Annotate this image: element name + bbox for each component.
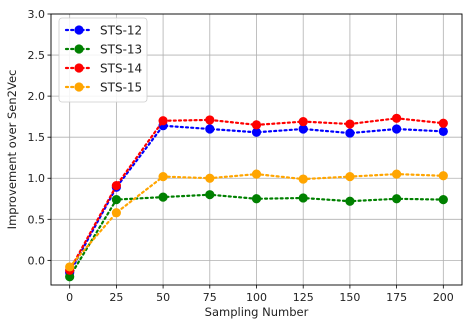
- y-tick-label: 0.5: [28, 213, 46, 226]
- data-point: [298, 124, 308, 134]
- data-point: [158, 172, 168, 182]
- data-point: [345, 119, 355, 129]
- x-axis-label: Sampling Number: [205, 305, 309, 319]
- series-sts-15: [65, 169, 448, 272]
- data-point: [251, 127, 262, 137]
- legend-marker: [74, 82, 84, 92]
- data-point: [298, 116, 308, 127]
- data-point: [251, 194, 262, 204]
- data-point: [392, 124, 402, 134]
- data-point: [111, 194, 121, 205]
- x-tick-label: 75: [203, 291, 217, 304]
- data-point: [392, 194, 402, 204]
- grid: [51, 13, 462, 285]
- y-tick-label: 2.0: [28, 90, 46, 103]
- data-point: [111, 208, 121, 218]
- data-point: [205, 115, 215, 125]
- data-point: [158, 116, 168, 126]
- y-axis-label: Improvement over Sen2Vec: [5, 70, 19, 230]
- series-sts-13: [65, 190, 448, 282]
- data-point: [65, 272, 75, 282]
- data-point: [251, 169, 262, 179]
- data-point: [438, 171, 448, 181]
- x-axis-ticks: 0 25 50 75 100 125 150 175 200: [66, 285, 454, 304]
- x-tick-label: 25: [109, 291, 123, 304]
- x-tick-label: 125: [293, 291, 314, 304]
- data-point: [392, 113, 402, 123]
- y-axis-ticks: 0.0 0.5 1.0 1.5 2.0 2.5 3.0: [28, 8, 51, 267]
- legend-item: STS-15: [64, 81, 142, 95]
- data-point: [345, 128, 355, 138]
- data-point: [438, 194, 448, 205]
- data-point: [345, 172, 355, 182]
- legend-label: STS-12: [100, 24, 142, 38]
- x-tick-label: 0: [66, 291, 73, 304]
- data-point: [438, 118, 448, 128]
- data-point: [111, 181, 121, 191]
- legend-item: STS-12: [64, 24, 142, 38]
- data-point: [205, 173, 215, 183]
- data-point: [298, 174, 308, 184]
- legend-item: STS-14: [64, 62, 142, 76]
- y-tick-label: 1.5: [28, 131, 46, 144]
- x-tick-label: 200: [433, 291, 454, 304]
- data-point: [438, 126, 448, 137]
- series-layer: [65, 113, 448, 282]
- y-tick-label: 0.0: [28, 254, 46, 267]
- legend-box: [58, 17, 148, 103]
- legend-marker: [74, 25, 84, 35]
- data-point: [205, 124, 215, 134]
- series-sts-14: [65, 113, 448, 275]
- data-point: [298, 193, 308, 203]
- data-point: [65, 262, 75, 272]
- data-point: [158, 192, 168, 202]
- data-point: [345, 196, 355, 206]
- legend-marker: [74, 44, 84, 54]
- data-point: [392, 169, 402, 179]
- legend-item: STS-13: [64, 43, 142, 57]
- y-tick-label: 1.0: [28, 172, 46, 185]
- legend: STS-12 STS-13 STS-14 STS-15: [58, 17, 148, 103]
- data-point: [251, 120, 262, 130]
- x-tick-label: 50: [156, 291, 170, 304]
- legend-label: STS-14: [100, 62, 142, 76]
- legend-label: STS-13: [100, 43, 142, 57]
- y-tick-label: 2.5: [28, 49, 46, 62]
- legend-marker: [74, 63, 84, 73]
- legend-label: STS-15: [100, 81, 142, 95]
- x-tick-label: 175: [386, 291, 407, 304]
- x-tick-label: 150: [339, 291, 360, 304]
- data-point: [205, 190, 215, 200]
- y-tick-label: 3.0: [28, 8, 46, 21]
- x-tick-label: 100: [246, 291, 267, 304]
